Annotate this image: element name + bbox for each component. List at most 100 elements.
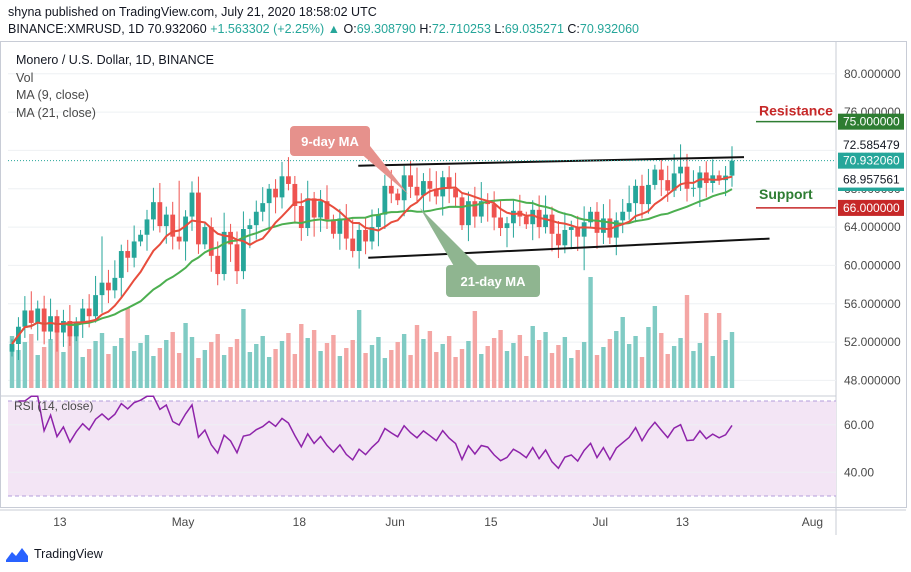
tradingview-footer[interactable]: TradingView — [6, 543, 103, 565]
price-badge-bg — [838, 113, 904, 130]
candle — [491, 204, 497, 218]
candle — [613, 220, 619, 238]
price-badge-bg — [838, 136, 904, 153]
candle — [369, 227, 375, 242]
candle — [620, 211, 626, 221]
rsi-label: RSI (14, close) — [14, 399, 93, 413]
candle — [639, 185, 645, 205]
price-tick-label: 60.000000 — [844, 258, 901, 272]
volume-bar — [652, 306, 658, 388]
volume-bar — [164, 340, 169, 388]
volume-bar — [543, 332, 548, 388]
volume-bar — [299, 324, 304, 388]
candle — [260, 203, 266, 212]
candle — [395, 193, 401, 201]
volume-bar — [530, 326, 535, 388]
time-tick-label: Aug — [802, 515, 823, 529]
candle — [343, 218, 349, 239]
volume-bar — [189, 337, 195, 388]
volume-bar — [54, 331, 60, 388]
volume-bar — [35, 355, 40, 388]
candle — [86, 308, 92, 317]
rsi-tick-label: 60.00 — [844, 418, 874, 432]
volume-bar — [491, 338, 497, 388]
candle — [363, 229, 368, 242]
time-tick-label: 13 — [53, 515, 67, 529]
volume-bar — [86, 349, 92, 388]
ma9-callout-box — [290, 126, 370, 156]
time-tick-label: 18 — [293, 515, 307, 529]
candle — [408, 175, 413, 187]
volume-bar — [440, 344, 445, 388]
candle — [163, 214, 169, 227]
volume-bar — [234, 339, 240, 388]
price-badge-label: 66.000000 — [843, 201, 900, 215]
volume-bar — [221, 355, 227, 388]
price-tick-label: 64.000000 — [844, 220, 901, 234]
volume-bar — [157, 348, 163, 388]
volume-bar — [504, 351, 510, 388]
volume-bar — [434, 352, 439, 388]
rsi-line — [18, 395, 733, 470]
candle — [588, 211, 593, 223]
candle — [292, 183, 298, 206]
volume-bar — [170, 332, 175, 388]
volume-bar — [93, 341, 98, 388]
volume-bar — [659, 333, 664, 388]
volume-bar — [671, 346, 677, 388]
candle — [646, 184, 651, 205]
volume-bar — [22, 342, 28, 388]
candle — [594, 211, 600, 233]
volume-bar — [620, 317, 625, 388]
volume-bar — [344, 348, 349, 388]
candle — [311, 198, 317, 218]
candle — [266, 188, 272, 204]
candle — [556, 233, 561, 246]
volume-bar — [614, 331, 619, 388]
volume-bar — [125, 308, 130, 388]
volume-bar — [74, 336, 79, 388]
candle — [253, 211, 259, 226]
volume-bar — [112, 346, 118, 388]
candle — [61, 321, 66, 333]
price-badge-label: 68.957561 — [843, 173, 900, 187]
volume-bar — [607, 339, 613, 388]
volume-bar — [324, 343, 330, 388]
volume-bar — [684, 295, 690, 388]
volume-bar — [241, 309, 246, 388]
candle — [176, 236, 182, 242]
candle — [183, 216, 188, 242]
volume-bar — [254, 344, 259, 388]
tradingview-logo-icon — [6, 548, 28, 562]
candle — [453, 188, 458, 198]
ma9-line — [11, 175, 733, 345]
candle — [440, 177, 446, 197]
support-label: Support — [759, 186, 813, 202]
volume-bar — [459, 349, 465, 388]
candle — [80, 308, 86, 322]
candle — [530, 209, 536, 225]
candle — [446, 177, 452, 189]
candle — [356, 229, 362, 252]
rsi-tick-label: 40.00 — [844, 465, 874, 479]
candle — [575, 227, 581, 237]
volume-bar — [382, 358, 388, 388]
legend-ma9: MA (9, close) — [16, 88, 89, 102]
open-value: 69.308790 — [356, 22, 416, 36]
candle — [215, 255, 221, 275]
candle — [9, 344, 15, 352]
volume-bar — [691, 351, 696, 388]
candle — [337, 218, 343, 234]
candle — [247, 225, 253, 229]
volume-bar — [279, 341, 285, 388]
volume-bar — [716, 313, 722, 388]
price-badge: 68.957561 — [838, 171, 904, 188]
symbol: BINANCE:XMRUSD, 1D — [8, 22, 145, 36]
price-tick-label: 80.000000 — [844, 67, 901, 81]
candle — [466, 201, 471, 226]
candle — [601, 218, 606, 233]
candle — [196, 192, 201, 245]
low-value: 69.035271 — [504, 22, 564, 36]
up-arrow-icon: ▲ — [327, 22, 341, 36]
